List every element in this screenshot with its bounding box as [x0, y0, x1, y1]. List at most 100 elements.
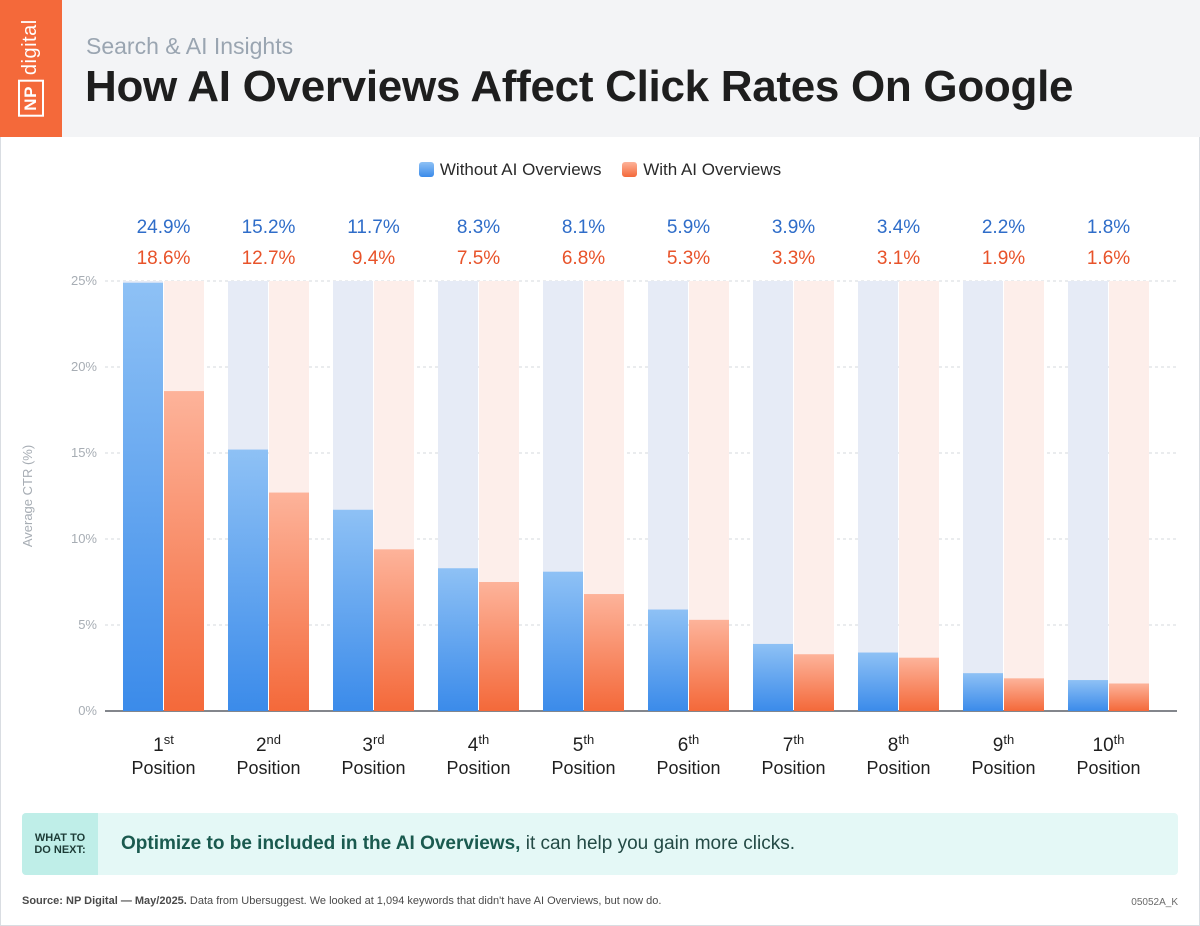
callout-text: Optimize to be included in the AI Overvi…: [121, 833, 795, 855]
category-label: 2nd: [256, 732, 281, 756]
category-label: 10th: [1093, 732, 1125, 756]
bar-track-without: [963, 281, 1003, 711]
bar-without-ai: [858, 652, 898, 711]
category-sublabel: Position: [236, 758, 300, 778]
legend-swatch-with: [622, 162, 638, 177]
y-tick-label: 15%: [71, 445, 97, 460]
bar-without-ai: [333, 509, 373, 711]
y-tick-label: 20%: [71, 359, 97, 374]
legend-item-with: With AI Overviews: [622, 160, 781, 180]
bar-with-ai: [479, 582, 519, 711]
logo-np: NP: [18, 80, 44, 117]
category-label: 8th: [888, 732, 909, 756]
bar-track-without: [753, 281, 793, 711]
data-label-with: 1.6%: [1087, 248, 1130, 269]
source-bold: Source: NP Digital — May/2025.: [22, 895, 187, 907]
data-label-with: 1.9%: [982, 248, 1025, 269]
bar-with-ai: [1004, 678, 1044, 711]
category-sublabel: Position: [446, 758, 510, 778]
category-sublabel: Position: [1076, 758, 1140, 778]
category-label: 9th: [993, 732, 1014, 756]
data-label-with: 5.3%: [667, 248, 710, 269]
bar-with-ai: [374, 549, 414, 711]
data-label-with: 3.1%: [877, 248, 920, 269]
bar-track-with: [1109, 281, 1149, 711]
y-tick-label: 25%: [71, 273, 97, 288]
data-label-without: 1.8%: [1087, 217, 1130, 238]
category-sublabel: Position: [551, 758, 615, 778]
labels-layer: 24.9%18.6%1stPosition15.2%12.7%2ndPositi…: [131, 217, 1140, 778]
category-label: 3rd: [362, 732, 384, 756]
source-rest: Data from Ubersuggest. We looked at 1,09…: [186, 895, 662, 907]
callout-tag-line1: WHAT TO: [34, 832, 86, 844]
category-sublabel: Position: [341, 758, 405, 778]
data-label-without: 3.9%: [772, 217, 815, 238]
y-tick-label: 10%: [71, 531, 97, 546]
bar-without-ai: [228, 449, 268, 711]
data-label-with: 7.5%: [457, 248, 500, 269]
data-label-with: 18.6%: [137, 248, 191, 269]
data-label-without: 5.9%: [667, 217, 710, 238]
category-label: 1st: [153, 732, 174, 756]
callout-tag-line2: DO NEXT:: [34, 844, 86, 856]
data-label-with: 3.3%: [772, 248, 815, 269]
legend-item-without: Without AI Overviews: [418, 160, 602, 180]
callout-tag: WHAT TO DO NEXT:: [22, 813, 98, 875]
bar-without-ai: [648, 609, 688, 711]
kicker: Search & AI Insights: [86, 33, 294, 59]
source-note: Source: NP Digital — May/2025. Data from…: [22, 895, 661, 907]
data-label-without: 8.3%: [457, 217, 500, 238]
bar-without-ai: [438, 568, 478, 711]
bar-track-with: [899, 281, 939, 711]
np-digital-logo: NP digital: [0, 0, 62, 137]
header: NP digital Search & AI Insights How AI Ov…: [0, 0, 1200, 137]
category-sublabel: Position: [971, 758, 1035, 778]
bar-with-ai: [269, 492, 309, 711]
data-label-without: 11.7%: [347, 217, 400, 238]
category-label: 7th: [783, 732, 804, 756]
bar-without-ai: [963, 673, 1003, 711]
category-label: 5th: [573, 732, 594, 756]
graphic-code: 05052A_K: [1131, 897, 1178, 908]
data-label-with: 6.8%: [562, 248, 605, 269]
bar-without-ai: [543, 571, 583, 711]
bar-track-with: [1004, 281, 1044, 711]
bars-layer: [123, 281, 1149, 711]
data-label-without: 2.2%: [982, 217, 1025, 238]
data-label-without: 15.2%: [242, 217, 296, 238]
y-tick-label: 0%: [78, 703, 97, 718]
y-axis-title: Average CTR (%): [20, 445, 35, 547]
category-label: 6th: [678, 732, 699, 756]
bar-with-ai: [794, 654, 834, 711]
legend-swatch-without: [418, 162, 434, 177]
data-label-without: 24.9%: [137, 217, 191, 238]
category-sublabel: Position: [761, 758, 825, 778]
bar-with-ai: [1109, 683, 1149, 711]
data-label-without: 3.4%: [877, 217, 920, 238]
data-label-without: 8.1%: [562, 217, 605, 238]
category-sublabel: Position: [131, 758, 195, 778]
category-sublabel: Position: [866, 758, 930, 778]
bar-with-ai: [689, 619, 729, 711]
what-to-do-next-callout: WHAT TO DO NEXT: Optimize to be included…: [22, 813, 1178, 875]
legend-label-without: Without AI Overviews: [439, 160, 602, 179]
chart-legend: Without AI Overviews With AI Overviews: [0, 160, 1200, 180]
bar-track-without: [858, 281, 898, 711]
category-label: 4th: [468, 732, 489, 756]
logo-word: digital: [19, 19, 41, 76]
data-label-with: 12.7%: [242, 248, 296, 269]
bar-track-without: [1068, 281, 1108, 711]
category-sublabel: Position: [656, 758, 720, 778]
bar-without-ai: [1068, 680, 1108, 711]
bar-with-ai: [899, 657, 939, 711]
callout-bold: Optimize to be included in the AI Overvi…: [121, 833, 521, 854]
bar-with-ai: [164, 391, 204, 711]
bar-with-ai: [584, 594, 624, 711]
bar-without-ai: [753, 643, 793, 711]
legend-label-with: With AI Overviews: [643, 160, 782, 179]
callout-rest: it can help you gain more clicks.: [520, 833, 796, 854]
page-title: How AI Overviews Affect Click Rates On G…: [85, 62, 1074, 111]
bar-without-ai: [123, 282, 163, 711]
data-label-with: 9.4%: [352, 248, 395, 269]
ctr-bar-chart: 0% 5% 10% 15% 20% 25% Average CTR (%) 24.9% 18.…: [20, 217, 1177, 778]
